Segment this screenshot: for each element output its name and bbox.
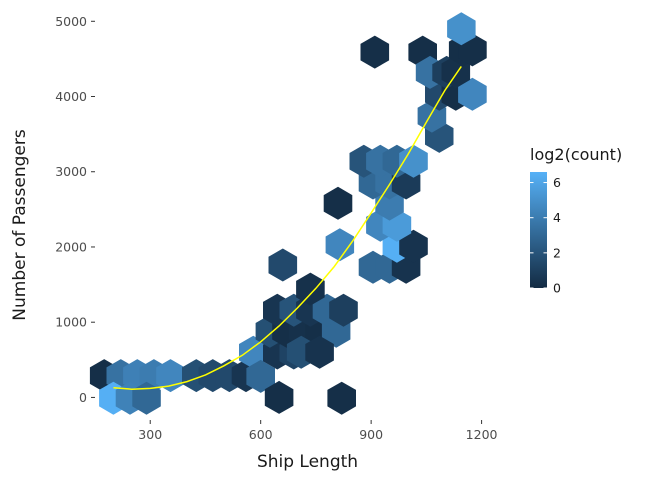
y-tick-label: 4000 — [55, 89, 87, 104]
hexagon-bin — [327, 381, 356, 415]
legend-title: log2(count) — [530, 145, 622, 164]
legend-tick-label: 2 — [553, 245, 561, 260]
hexagon-bin — [360, 35, 390, 69]
hexagon-bin — [399, 229, 428, 263]
trend-line — [113, 65, 462, 390]
legend: log2(count) 0 2 4 6 — [530, 145, 622, 296]
hexagon-bin — [268, 248, 298, 282]
hexagon-bin — [399, 144, 428, 178]
y-tick-label: 2000 — [55, 239, 87, 254]
x-tick-label: 900 — [359, 427, 383, 442]
legend-tick-label: 4 — [553, 210, 561, 225]
x-tick-label: 1200 — [466, 427, 498, 442]
x-axis-title: Ship Length — [257, 452, 358, 472]
hexagon-bin — [447, 12, 476, 46]
y-axis-title: Number of Passengers — [10, 129, 30, 321]
hexagon-layer — [89, 12, 487, 415]
legend-tick-label: 0 — [553, 281, 561, 296]
hexagon-bin — [325, 228, 355, 262]
hexagon-bin — [305, 335, 334, 369]
y-axis: 0 1000 2000 3000 4000 5000 — [55, 14, 95, 405]
legend-colorbar — [530, 172, 547, 288]
x-tick-label: 300 — [138, 427, 162, 442]
x-axis: 300 600 900 1200 — [138, 420, 498, 442]
hexagon-bin — [132, 381, 161, 415]
x-tick-label: 600 — [249, 427, 273, 442]
trend-line-layer — [113, 65, 462, 390]
y-tick-label: 0 — [79, 390, 87, 405]
hexagon-bin — [296, 272, 325, 306]
hexagon-bin — [329, 293, 358, 327]
legend-ticks: 0 2 4 6 — [530, 175, 561, 296]
hexagon-bin — [458, 77, 487, 111]
y-tick-label: 3000 — [55, 164, 87, 179]
hexagon-bin — [264, 380, 294, 414]
hexagon-bin — [323, 186, 353, 220]
y-tick-label: 1000 — [55, 315, 87, 330]
legend-tick-label: 6 — [553, 175, 561, 190]
y-tick-label: 5000 — [55, 14, 87, 29]
hexagon-bin — [246, 359, 275, 393]
